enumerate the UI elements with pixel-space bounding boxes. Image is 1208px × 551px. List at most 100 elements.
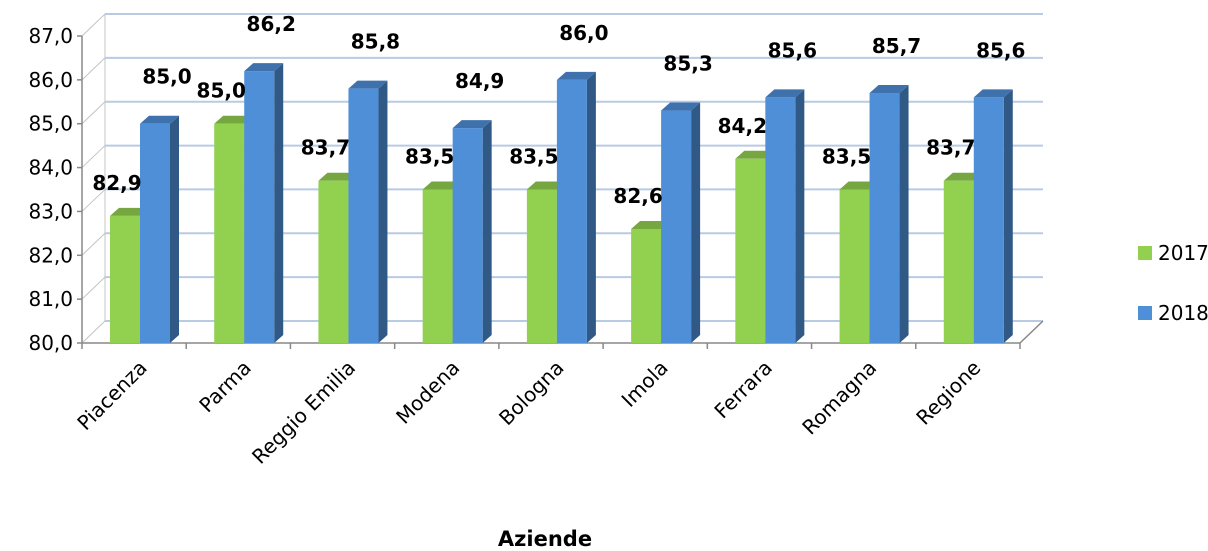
- bar-top: [556, 71, 596, 80]
- bar-front: [348, 88, 379, 343]
- bar-2018-imola: [661, 102, 701, 343]
- legend-item-2017: 2017: [1138, 241, 1208, 265]
- legend: 2017 2018: [1138, 241, 1208, 325]
- data-label: 85,3: [663, 52, 712, 76]
- bar-top: [422, 181, 462, 190]
- legend-swatch-2017: [1138, 246, 1152, 260]
- data-label: 85,0: [197, 79, 246, 103]
- data-label: 85,8: [351, 30, 400, 54]
- x-tick-label: Parma: [194, 356, 256, 418]
- bar-front: [244, 71, 275, 343]
- bar-side: [482, 120, 492, 343]
- bar-2018-romagna: [869, 85, 909, 343]
- gridline-depth: [81, 57, 106, 81]
- bar-top: [943, 172, 983, 181]
- gridline-depth: [81, 145, 106, 168]
- bar-top: [839, 181, 879, 190]
- bar-2018-bologna: [556, 71, 596, 343]
- data-label: 83,5: [822, 145, 871, 169]
- bar-top: [973, 89, 1013, 98]
- bar-side: [1003, 89, 1013, 344]
- data-label: 85,0: [142, 65, 191, 89]
- legend-label-2018: 2018: [1158, 301, 1208, 325]
- bar-top: [244, 63, 284, 72]
- bar-top: [869, 85, 909, 94]
- y-tick-label: 83,0: [28, 199, 73, 223]
- bar-side: [586, 71, 596, 343]
- bar-top: [452, 120, 492, 129]
- bar-top: [110, 207, 149, 216]
- gridline-depth: [81, 320, 106, 344]
- gridline-depth: [81, 101, 106, 125]
- legend-swatch-2018: [1138, 306, 1152, 320]
- y-tick-label: 87,0: [28, 24, 73, 48]
- bar-front: [765, 97, 796, 344]
- x-tick-label: Imola: [617, 356, 673, 412]
- data-label: 84,9: [455, 69, 504, 93]
- x-axis-title: Aziende: [498, 527, 592, 551]
- bar-front: [422, 189, 453, 343]
- data-label: 85,6: [976, 38, 1025, 62]
- bar-top: [631, 220, 671, 229]
- gridline-depth: [81, 189, 106, 212]
- bar-side: [170, 115, 179, 343]
- bar-2018-reggio-emilia: [348, 80, 388, 343]
- bar-front: [973, 97, 1004, 344]
- floor-edge: [1019, 320, 1044, 344]
- bar-front: [943, 180, 974, 343]
- data-label: 86,2: [247, 12, 296, 36]
- data-label: 82,9: [92, 171, 141, 195]
- bar-side: [378, 80, 388, 343]
- bar-top: [735, 150, 775, 159]
- bar-2018-regione: [973, 89, 1013, 344]
- data-label: 83,7: [301, 136, 350, 160]
- x-tick-label: Bologna: [494, 356, 569, 431]
- bar-front: [214, 123, 245, 343]
- y-tick-label: 81,0: [28, 287, 73, 311]
- bar-front: [869, 93, 900, 343]
- data-label: 86,0: [559, 21, 608, 45]
- bar-front: [526, 189, 557, 343]
- bar-front: [140, 123, 170, 343]
- data-label: 83,5: [405, 145, 454, 169]
- bar-front: [452, 128, 483, 343]
- bar-side: [899, 85, 909, 343]
- bar-front: [839, 189, 870, 343]
- y-tick-label: 85,0: [28, 112, 73, 136]
- x-tick-label: Reggio Emilia: [247, 356, 360, 469]
- x-tick-label: Regione: [911, 356, 985, 430]
- bar-front: [631, 228, 662, 343]
- gridline-depth: [81, 276, 106, 300]
- bar-front: [735, 158, 766, 343]
- bars-layer: [110, 63, 1013, 344]
- bar-front: [661, 110, 692, 343]
- bar-2018-parma: [244, 63, 284, 343]
- bar-2018-piacenza: [140, 115, 179, 343]
- data-label: 83,7: [926, 136, 975, 160]
- bar-top: [214, 115, 254, 124]
- data-label: 83,5: [509, 145, 558, 169]
- data-label: 85,6: [768, 38, 817, 62]
- bar-side: [274, 63, 284, 343]
- y-tick-label: 80,0: [28, 331, 73, 355]
- bar-side: [691, 102, 701, 343]
- y-tick-label: 82,0: [28, 243, 73, 267]
- bar-2018-modena: [452, 120, 492, 343]
- bar-2018-ferrara: [765, 89, 805, 344]
- bar-top: [348, 80, 388, 89]
- y-tick-label: 86,0: [28, 68, 73, 92]
- x-tick-label: Modena: [391, 356, 464, 429]
- data-label: 82,6: [613, 184, 662, 208]
- bar-top: [526, 181, 566, 190]
- bar-front: [318, 180, 349, 343]
- bar-top: [140, 115, 179, 124]
- x-tick-label: Ferrara: [709, 356, 777, 424]
- y-tick-label: 84,0: [28, 156, 73, 180]
- bar-top: [661, 102, 701, 111]
- legend-item-2018: 2018: [1138, 301, 1208, 325]
- data-label: 85,7: [872, 34, 921, 58]
- bar-front: [110, 215, 140, 343]
- bar-front: [556, 79, 587, 343]
